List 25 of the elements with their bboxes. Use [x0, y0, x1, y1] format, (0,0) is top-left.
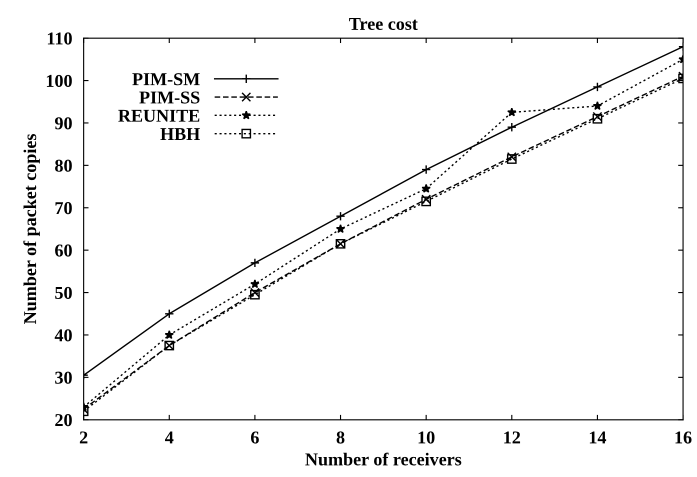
x-tick-label: 6	[251, 431, 259, 444]
x-tick-label: 12	[504, 431, 520, 444]
legend-label: PIM-SS	[139, 91, 200, 104]
x-tick-label: 4	[165, 432, 174, 444]
legend-label: REUNITE	[118, 110, 200, 122]
legend-label: HBH	[160, 128, 200, 140]
x-tick-label: 16	[675, 431, 692, 444]
legend-label: PIM-SM	[132, 73, 200, 86]
y-tick-label: 60	[55, 244, 72, 257]
x-axis-title: Number of receivers	[305, 452, 462, 466]
y-tick-label: 40	[54, 329, 72, 342]
y-axis-title: Number of packet copies	[23, 134, 40, 324]
x-tick-label: 14	[590, 431, 606, 444]
y-tick-label: 110	[48, 32, 72, 45]
y-tick-label: 30	[55, 372, 72, 384]
x-tick-label: 8	[336, 431, 344, 444]
y-tick-label: 100	[46, 74, 72, 87]
y-tick-label: 80	[55, 160, 72, 172]
y-tick-label: 20	[55, 414, 72, 426]
y-tick-label: 90	[54, 117, 72, 130]
x-tick-label: 10	[418, 431, 435, 444]
x-tick-label: 2	[80, 431, 88, 444]
y-tick-label: 50	[55, 286, 72, 299]
y-tick-label: 70	[56, 202, 72, 214]
chart-title: Tree cost	[349, 18, 418, 30]
